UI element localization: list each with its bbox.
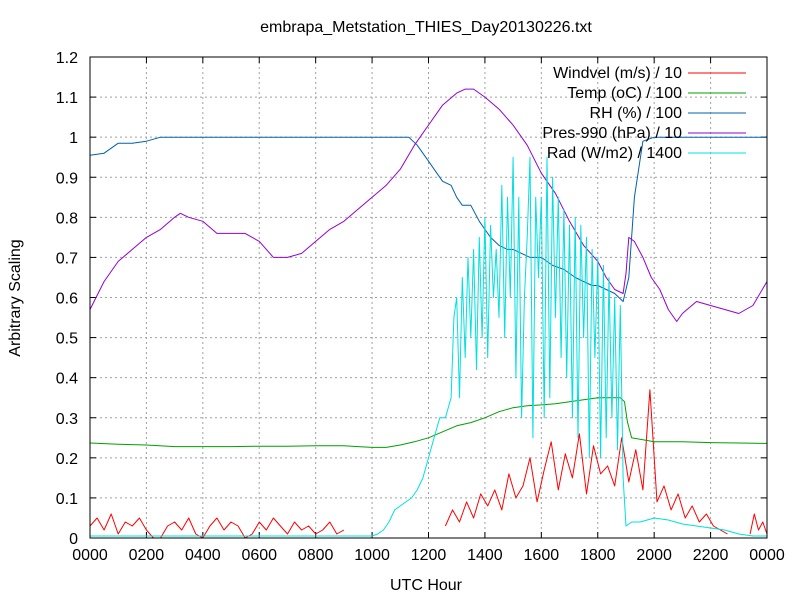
y-tick-label: 0.4 [56,371,78,388]
series-3 [89,88,768,322]
series-line [89,88,768,322]
x-tick-label: 0800 [298,547,334,564]
legend-label: Rad (W/m2) / 1400 [547,145,682,162]
y-tick-label: 0.1 [56,491,78,508]
x-tick-label: 1800 [580,547,616,564]
y-tick-label: 0.3 [56,411,78,428]
series-line [749,513,768,535]
x-axis-label: UTC Hour [390,577,463,594]
y-tick-label: 0.2 [56,451,78,468]
x-tick-label: 1200 [411,547,447,564]
y-tick-label: 0.5 [56,331,78,348]
x-tick-label: 0000 [749,547,785,564]
plot-frame [89,56,768,539]
x-tick-label: 0000 [72,547,108,564]
legend-label: Temp (oC) / 100 [567,85,682,102]
legend-item: Rad (W/m2) / 1400 [547,145,746,162]
tick-labels: 0000 0200 0400 0600 0800 1000 1200 1400 1600 1800… [56,50,785,564]
x-tick-label: 0600 [241,547,277,564]
y-tick-label: 0 [69,531,78,548]
x-tick-label: 2200 [693,547,729,564]
series-lines [89,88,768,539]
legend-item: Windvel (m/s) / 10 [553,65,746,82]
legend-label: RH (%) / 100 [590,105,683,122]
series-line [444,389,728,535]
legend-label: Windvel (m/s) / 10 [553,65,682,82]
legend-item: RH (%) / 100 [590,105,746,122]
y-tick-label: 0.9 [56,170,78,187]
y-tick-label: 1 [69,130,78,147]
chart-title: embrapa_Metstation_THIES_Day20130226.txt [260,19,592,36]
x-tick-label: 1400 [467,547,503,564]
series-line [89,513,345,539]
series-0 [89,389,768,539]
legend: Windvel (m/s) / 10 Temp (oC) / 100 RH (%) … [542,65,746,162]
y-axis-label: Arbitrary Scaling [7,239,24,356]
series-line [89,397,768,448]
legend-label: Pres-990 (hPa) / 10 [542,125,682,142]
series-line [90,156,767,537]
x-tick-label: 1000 [354,547,390,564]
x-tick-label: 2000 [636,547,672,564]
y-tick-label: 0.7 [56,250,78,267]
y-tick-label: 0.8 [56,210,78,227]
legend-item: Temp (oC) / 100 [567,85,746,102]
x-tick-label: 0200 [129,547,165,564]
y-tick-label: 1.2 [56,50,78,67]
series-1 [89,397,768,448]
y-tick-label: 0.6 [56,291,78,308]
x-tick-label: 0400 [185,547,221,564]
x-tick-label: 1600 [524,547,560,564]
legend-item: Pres-990 (hPa) / 10 [542,125,746,142]
series-4 [90,156,767,537]
y-tick-label: 1.1 [56,90,78,107]
